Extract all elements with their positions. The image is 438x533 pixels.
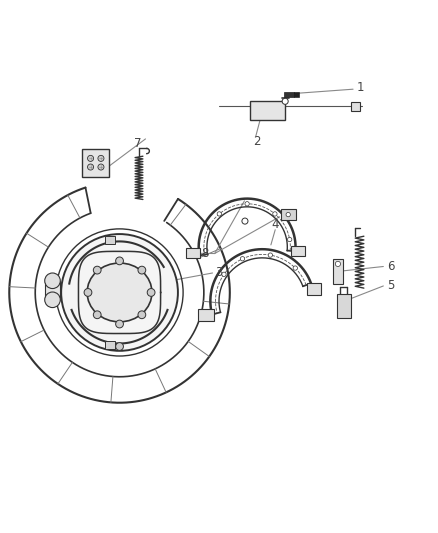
Text: 5: 5 — [387, 279, 394, 293]
Circle shape — [138, 311, 146, 319]
Ellipse shape — [87, 263, 152, 322]
Circle shape — [98, 164, 104, 170]
FancyBboxPatch shape — [281, 209, 297, 220]
Text: 1: 1 — [357, 82, 364, 94]
Circle shape — [245, 201, 249, 206]
Bar — [351, 102, 360, 111]
Text: 8: 8 — [201, 247, 208, 260]
Circle shape — [88, 164, 94, 170]
FancyBboxPatch shape — [337, 294, 351, 318]
FancyBboxPatch shape — [186, 248, 200, 259]
Text: 6: 6 — [387, 260, 394, 273]
Circle shape — [287, 237, 292, 241]
Bar — [45, 281, 60, 300]
Circle shape — [242, 218, 248, 224]
Text: 4: 4 — [272, 217, 279, 231]
Circle shape — [116, 343, 124, 350]
Circle shape — [45, 292, 60, 308]
Bar — [333, 259, 343, 284]
Bar — [294, 92, 299, 96]
Circle shape — [84, 288, 92, 296]
Circle shape — [268, 253, 272, 257]
Circle shape — [93, 311, 101, 319]
FancyBboxPatch shape — [82, 149, 109, 177]
Circle shape — [98, 155, 104, 161]
Circle shape — [336, 261, 340, 266]
Circle shape — [217, 212, 222, 216]
Bar — [105, 341, 116, 349]
Circle shape — [222, 272, 226, 277]
Circle shape — [61, 234, 178, 351]
Circle shape — [116, 257, 124, 265]
Circle shape — [240, 256, 245, 261]
Text: 3: 3 — [215, 266, 223, 279]
Bar — [284, 92, 294, 97]
Circle shape — [282, 98, 288, 104]
Circle shape — [93, 266, 101, 274]
Text: 2: 2 — [254, 135, 261, 148]
Bar — [105, 236, 116, 244]
Circle shape — [293, 266, 297, 270]
FancyBboxPatch shape — [198, 309, 214, 320]
Text: 7: 7 — [134, 137, 141, 150]
FancyBboxPatch shape — [291, 246, 305, 256]
Circle shape — [273, 212, 277, 216]
Circle shape — [116, 320, 124, 328]
Circle shape — [45, 273, 60, 288]
Circle shape — [88, 155, 94, 161]
Circle shape — [138, 266, 146, 274]
FancyBboxPatch shape — [307, 284, 321, 295]
FancyBboxPatch shape — [250, 101, 285, 120]
Circle shape — [286, 213, 290, 217]
Circle shape — [147, 288, 155, 296]
